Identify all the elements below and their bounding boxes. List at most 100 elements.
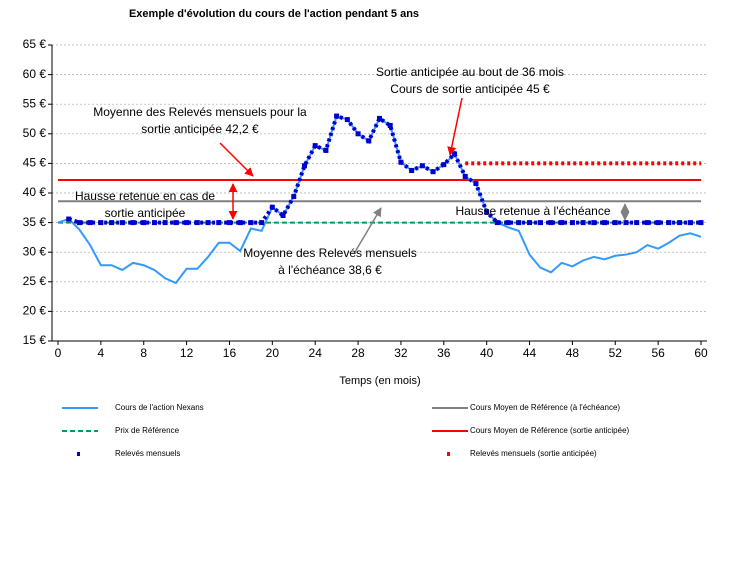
marker xyxy=(119,220,125,226)
y-tick-label: 50 € xyxy=(23,126,47,140)
y-tick-label: 45 € xyxy=(23,156,47,170)
marker xyxy=(151,220,157,226)
marker xyxy=(301,163,307,169)
legend-label: Prix de Référence xyxy=(115,426,180,435)
marker xyxy=(226,220,232,226)
marker xyxy=(516,220,522,226)
marker xyxy=(291,194,297,200)
marker xyxy=(280,212,286,218)
marker xyxy=(409,168,415,174)
y-tick-label: 15 € xyxy=(23,333,47,347)
marker xyxy=(344,117,350,123)
annotation: à l'échéance 38,6 € xyxy=(278,263,382,277)
annotation: Sortie anticipée au bout de 36 mois xyxy=(376,65,564,79)
y-tick-label: 25 € xyxy=(23,274,47,288)
legend-label: Cours Moyen de Référence (à l'échéance) xyxy=(470,403,620,412)
legend-label: Cours Moyen de Référence (sortie anticip… xyxy=(470,426,630,435)
marker xyxy=(194,220,200,226)
legend-label: Relevés mensuels (sortie anticipée) xyxy=(470,449,597,458)
marker xyxy=(462,173,468,179)
arrow xyxy=(354,207,382,253)
marker xyxy=(591,220,597,226)
x-tick-label: 28 xyxy=(351,346,365,360)
marker xyxy=(205,220,211,226)
marker xyxy=(269,204,275,210)
marker xyxy=(419,163,425,169)
marker xyxy=(666,220,672,226)
marker xyxy=(130,220,136,226)
x-tick-label: 4 xyxy=(98,346,105,360)
marker xyxy=(109,220,115,226)
marker xyxy=(441,162,447,168)
y-tick-label: 30 € xyxy=(23,244,47,258)
annotation: Hausse retenue à l'échéance xyxy=(455,204,610,218)
marker xyxy=(430,169,436,175)
y-tick-label: 35 € xyxy=(23,215,47,229)
marker xyxy=(473,181,479,187)
marker xyxy=(162,220,168,226)
x-tick-label: 16 xyxy=(223,346,237,360)
marker xyxy=(580,220,586,226)
marker xyxy=(355,131,361,137)
x-tick-label: 8 xyxy=(140,346,147,360)
marker xyxy=(66,216,72,222)
annotation: Moyenne des Relevés mensuels xyxy=(243,246,416,260)
marker xyxy=(527,220,533,226)
marker xyxy=(559,220,565,226)
marker xyxy=(216,220,222,226)
marker xyxy=(248,220,254,226)
marker xyxy=(452,151,458,157)
x-tick-label: 60 xyxy=(694,346,708,360)
x-tick-label: 52 xyxy=(609,346,623,360)
marker xyxy=(312,143,318,149)
annotation: sortie anticipée 42,2 € xyxy=(141,122,259,136)
marker xyxy=(387,123,393,129)
y-tick-label: 60 € xyxy=(23,67,47,81)
annotation: sortie anticipée xyxy=(105,206,186,220)
legend-label: Relevés mensuels xyxy=(115,449,180,458)
arrow xyxy=(447,97,463,156)
y-tick-label: 65 € xyxy=(23,37,47,51)
marker xyxy=(259,220,265,226)
marker xyxy=(76,220,82,226)
marker xyxy=(602,220,608,226)
annotation: Cours de sortie anticipée 45 € xyxy=(390,82,550,96)
legend-label: Cours de l'action Nexans xyxy=(115,403,204,412)
marker xyxy=(323,147,329,153)
annotation: Hausse retenue en cas de xyxy=(75,189,215,203)
x-tick-label: 48 xyxy=(566,346,580,360)
x-tick-label: 40 xyxy=(480,346,494,360)
arrow xyxy=(219,142,254,177)
marker xyxy=(377,115,382,121)
y-tick-label: 40 € xyxy=(23,185,47,199)
marker xyxy=(98,220,104,226)
x-tick-label: 0 xyxy=(55,346,62,360)
marker xyxy=(537,220,543,226)
marker xyxy=(141,220,147,226)
marker xyxy=(677,220,683,226)
marker xyxy=(644,220,650,226)
marker xyxy=(398,159,404,165)
x-tick-label: 20 xyxy=(266,346,280,360)
x-tick-label: 32 xyxy=(394,346,408,360)
x-tick-label: 56 xyxy=(651,346,665,360)
y-tick-label: 20 € xyxy=(23,304,47,318)
marker xyxy=(494,220,500,226)
x-tick-label: 24 xyxy=(309,346,323,360)
marker xyxy=(548,220,554,226)
x-tick-label: 44 xyxy=(523,346,537,360)
chart-title: Exemple d'évolution du cours de l'action… xyxy=(129,8,419,20)
x-axis-label: Temps (en mois) xyxy=(339,375,420,387)
marker xyxy=(366,138,372,144)
marker xyxy=(687,220,693,226)
y-tick-label: 55 € xyxy=(23,96,47,110)
marker xyxy=(623,220,629,226)
marker xyxy=(173,220,179,226)
marker xyxy=(634,220,640,226)
marker xyxy=(569,220,575,226)
marker xyxy=(334,113,340,119)
marker xyxy=(87,220,93,226)
plot-area: 15 € 20 € 25 € 30 € 35 € 40 € 45 € 50 € 55 € 60 €… xyxy=(23,37,708,360)
marker xyxy=(612,220,618,226)
